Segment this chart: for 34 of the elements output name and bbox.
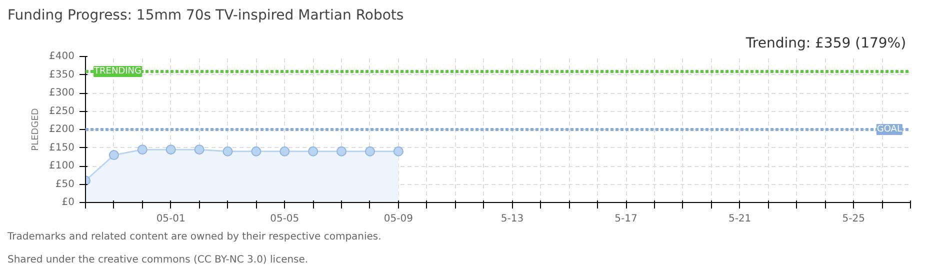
chart-subtitle: Trending: £359 (179%): [744, 36, 906, 52]
point: [108, 150, 119, 160]
x-tick-label: 5-25: [842, 214, 865, 224]
chart-title: Funding Progress: 15mm 70s TV-inspired Martian Robots: [8, 8, 404, 24]
point: [364, 146, 375, 156]
point: [280, 146, 290, 156]
point: [137, 144, 148, 155]
y-axis-title: PLEDGED: [31, 108, 42, 151]
ref-line-label: GOAL: [876, 124, 902, 134]
y-tick-label: £100: [49, 160, 75, 172]
y-tick-label: £300: [49, 88, 75, 98]
y-tick-label: £350: [49, 69, 75, 80]
text: Trademarks and related content are owned by their respective companies.: [6, 232, 382, 242]
point: [194, 144, 204, 155]
point: [166, 144, 176, 155]
x-tick-label: 05-05: [270, 214, 300, 224]
point: [251, 146, 262, 156]
y-tick-label: £50: [55, 178, 75, 190]
point: [393, 146, 404, 156]
x-tick-label: 05-01: [156, 214, 186, 224]
x-tick-label: 05-09: [384, 214, 413, 224]
point: [336, 146, 347, 156]
ref-line-label: TRENDING: [93, 66, 142, 76]
y-tick-label: £250: [49, 106, 75, 117]
y-tick-label: £150: [49, 142, 75, 154]
y-tick-label: £0: [62, 197, 75, 208]
x-tick-label: 5-17: [614, 214, 638, 224]
x-tick-label: 5-21: [728, 214, 752, 224]
y-tick-label: £200: [49, 124, 75, 135]
point: [222, 146, 233, 156]
x-tick-label: 5-13: [500, 214, 524, 224]
text: Shared under the creative commons (CC BY-NC 3.0) license.: [8, 254, 308, 266]
point: [308, 146, 318, 156]
y-tick-label: £400: [49, 51, 75, 62]
